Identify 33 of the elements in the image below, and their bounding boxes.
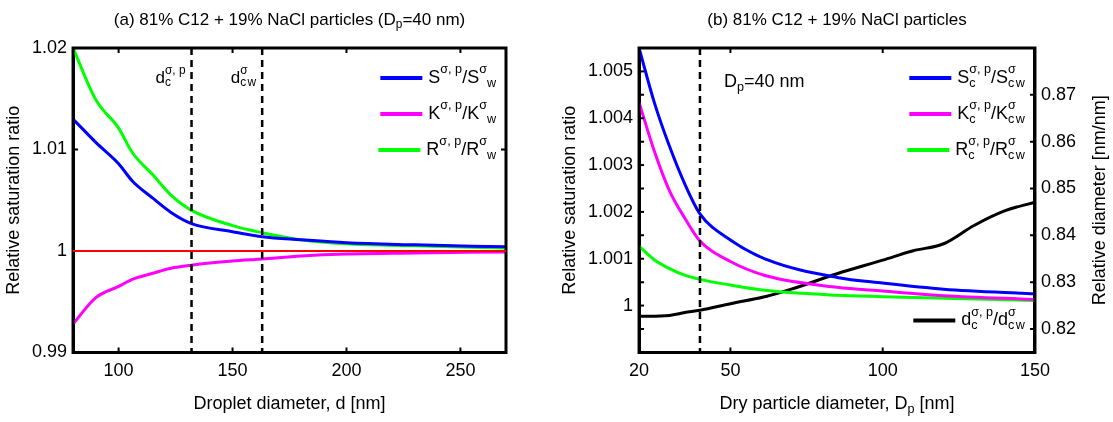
y-tick-label: 1.004 (588, 107, 634, 128)
y-tick-label: 1.005 (588, 60, 634, 81)
line-series (639, 244, 1035, 302)
x-tick-label: 150 (1019, 360, 1050, 381)
y-tick-label: 0.99 (31, 341, 68, 362)
y-tick-label: 1 (57, 239, 68, 260)
y2-tick-label: 0.84 (1040, 224, 1077, 245)
chart-title: (b) 81% C12 + 19% NaCl particles (707, 9, 967, 29)
y2-tick-label: 0.86 (1040, 130, 1077, 151)
x-tick-label: 100 (867, 360, 898, 381)
y2-tick-label: 0.82 (1040, 317, 1077, 338)
x-tick-label: 50 (720, 360, 741, 381)
y-tick-label: 1.01 (31, 138, 68, 159)
y-axis-title: Relative saturation ratio (558, 105, 579, 295)
x-tick-label: 250 (445, 360, 476, 381)
y2-tick-label: 0.87 (1040, 83, 1077, 104)
y2-tick-label: 0.85 (1040, 177, 1077, 198)
x-axis-title: Droplet diameter, d [nm] (193, 392, 386, 413)
y-tick-label: 1.002 (588, 200, 634, 221)
x-tick-label: 200 (331, 360, 362, 381)
x-tick-label: 150 (217, 360, 248, 381)
y-tick-label: 1.003 (588, 154, 634, 175)
line-series (73, 117, 506, 249)
line-series (639, 48, 1035, 296)
y-tick-label: 1.02 (31, 36, 68, 57)
y-axis-title: Relative saturation ratio (2, 105, 23, 295)
x-tick-label: 100 (103, 360, 134, 381)
line-series (73, 250, 506, 326)
x-tick-label: 20 (629, 360, 650, 381)
y2-axis-title: Relative diameter [nm/nm] (1088, 95, 1109, 306)
y-tick-label: 1.001 (588, 247, 634, 268)
y-tick-label: 1 (623, 294, 634, 315)
y2-tick-label: 0.83 (1040, 271, 1077, 292)
